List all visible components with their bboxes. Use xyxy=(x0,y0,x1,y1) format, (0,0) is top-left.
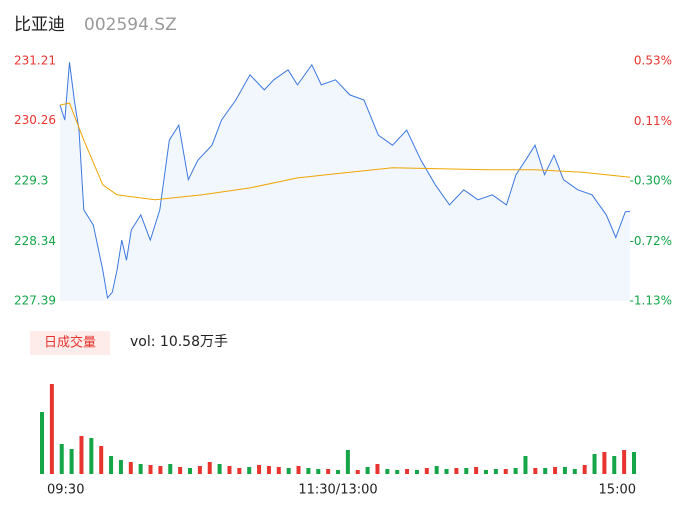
y2-tick-label: -0.72% xyxy=(630,234,672,248)
volume-bar xyxy=(345,450,350,474)
volume-bar xyxy=(217,464,222,474)
volume-bar xyxy=(188,468,192,474)
volume-bar xyxy=(138,464,143,474)
volume-bar xyxy=(79,436,84,474)
stock-name: 比亚迪 xyxy=(14,15,65,35)
volume-bar xyxy=(99,446,104,474)
y-tick-label: 230.26 xyxy=(14,113,56,127)
volume-bar xyxy=(40,412,44,474)
volume-bar xyxy=(602,452,607,474)
volume-bar xyxy=(622,450,627,474)
volume-bar xyxy=(49,384,54,474)
volume-bar xyxy=(286,468,291,474)
volume-bar xyxy=(227,466,232,474)
volume-bar xyxy=(375,464,380,474)
y2-tick-label: -1.13% xyxy=(630,294,672,308)
volume-bar xyxy=(464,468,469,474)
x-tick-label: 09:30 xyxy=(47,483,84,498)
volume-bar xyxy=(484,470,488,474)
volume-bar xyxy=(306,468,311,474)
volume-bar xyxy=(237,468,242,474)
volume-bar xyxy=(434,466,439,474)
volume-bar xyxy=(592,454,597,474)
volume-bar xyxy=(365,467,370,474)
volume-bar xyxy=(296,466,301,474)
volume-tag: 日成交量 xyxy=(44,335,96,351)
volume-bar xyxy=(424,468,429,474)
volume-bar xyxy=(553,467,558,474)
volume-bar xyxy=(543,468,548,474)
volume-bar xyxy=(168,464,173,474)
volume-bar xyxy=(148,465,153,474)
volume-bar xyxy=(523,456,528,474)
volume-bar xyxy=(178,467,183,474)
volume-bar xyxy=(336,470,340,474)
y2-tick-label: -0.30% xyxy=(630,174,672,188)
volume-bar xyxy=(128,462,133,474)
volume-bar xyxy=(493,469,498,474)
price-area xyxy=(60,62,630,301)
x-tick-label: 11:30/13:00 xyxy=(298,483,377,498)
volume-bar xyxy=(385,469,390,474)
volume-bar xyxy=(276,467,281,474)
volume-bar xyxy=(109,456,114,474)
volume-bar xyxy=(503,469,508,474)
y-tick-label: 231.21 xyxy=(14,54,56,68)
volume-bar xyxy=(582,465,587,474)
volume-bar xyxy=(326,469,331,474)
volume-bar xyxy=(405,469,410,474)
volume-bar xyxy=(395,470,400,474)
y-tick-label: 229.3 xyxy=(14,174,48,188)
volume-bar xyxy=(474,467,479,474)
y-tick-label: 228.34 xyxy=(14,234,56,248)
volume-bar xyxy=(533,468,538,474)
volume-bar xyxy=(266,466,271,474)
volume-bar xyxy=(414,470,419,474)
volume-bar xyxy=(158,466,163,474)
volume-bar xyxy=(355,470,360,474)
volume-text: vol: 10.58万手 xyxy=(130,334,228,350)
volume-bar xyxy=(454,468,459,474)
y2-tick-label: 0.53% xyxy=(634,54,672,68)
volume-bar xyxy=(632,452,636,474)
x-tick-label: 15:00 xyxy=(599,483,636,498)
price-line xyxy=(59,62,631,300)
volume-bar xyxy=(612,456,617,474)
volume-bar xyxy=(247,467,252,474)
volume-bar xyxy=(316,469,321,474)
volume-bar xyxy=(59,444,64,474)
stock-code: 002594.SZ xyxy=(84,15,177,35)
average-line xyxy=(59,102,631,201)
volume-bar xyxy=(257,465,262,474)
volume-bar xyxy=(197,466,202,474)
volume-bar xyxy=(69,449,74,474)
volume-bar xyxy=(118,460,123,474)
volume-tag-bg xyxy=(30,331,110,355)
volume-bar xyxy=(572,469,577,474)
volume-bar xyxy=(89,438,94,474)
volume-bar xyxy=(207,462,212,474)
volume-bar xyxy=(562,467,567,474)
volume-bar xyxy=(513,468,518,474)
volume-bar xyxy=(444,469,449,474)
y2-tick-label: 0.11% xyxy=(634,114,672,128)
y-tick-label: 227.39 xyxy=(14,294,56,308)
